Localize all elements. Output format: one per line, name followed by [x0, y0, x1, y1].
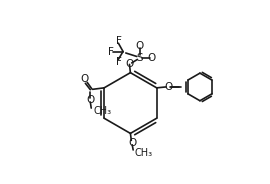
- Text: F: F: [116, 36, 122, 46]
- Text: O: O: [128, 138, 136, 148]
- Text: F: F: [107, 47, 113, 56]
- Text: O: O: [164, 82, 173, 92]
- Text: CH₃: CH₃: [134, 148, 152, 158]
- Text: CH₃: CH₃: [93, 106, 111, 116]
- Text: O: O: [125, 59, 134, 69]
- Text: O: O: [81, 74, 89, 84]
- Text: O: O: [136, 41, 144, 51]
- Text: F: F: [116, 57, 122, 67]
- Text: O: O: [147, 53, 156, 63]
- Text: O: O: [86, 95, 94, 105]
- Text: S: S: [136, 53, 143, 63]
